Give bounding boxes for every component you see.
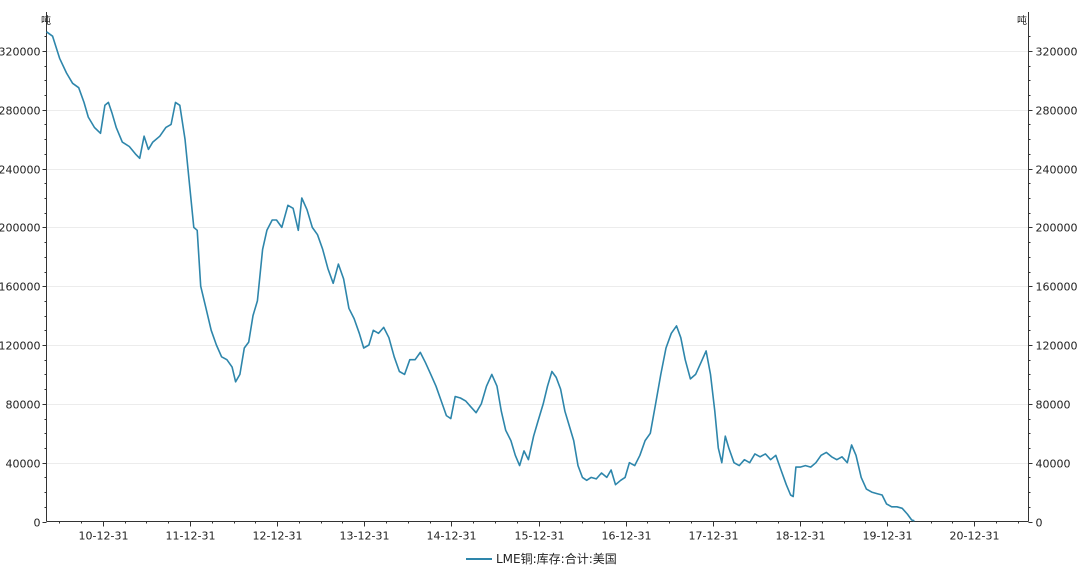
- right-y-tick-label: 80000: [1036, 399, 1071, 412]
- right-y-tick-label: 200000: [1036, 222, 1078, 235]
- x-tick-label: 20-12-31: [950, 530, 1000, 543]
- x-tick-label: 15-12-31: [515, 530, 565, 543]
- right-y-tick-label: 120000: [1036, 340, 1078, 353]
- left-y-ticks: 0 40000 80000 120000 160000 200000 240000 28000…: [0, 36, 47, 530]
- x-tick-label: 16-12-31: [602, 530, 652, 543]
- right-y-unit-label: 吨: [1017, 14, 1027, 27]
- left-y-tick-label: 80000: [6, 399, 41, 412]
- right-y-tick-label: 320000: [1036, 46, 1078, 59]
- series-line: [46, 31, 915, 522]
- legend-label: LME铜:库存:合计:美国: [496, 551, 617, 566]
- x-tick-label: 19-12-31: [863, 530, 913, 543]
- series-layer: [46, 31, 915, 522]
- left-y-tick-label: 160000: [0, 281, 41, 294]
- left-y-tick-label: 280000: [0, 105, 41, 118]
- right-y-tick-label: 40000: [1036, 458, 1071, 471]
- x-tick-label: 17-12-31: [689, 530, 739, 543]
- left-y-unit-label: 吨: [41, 14, 51, 27]
- x-tick-label: 13-12-31: [340, 530, 390, 543]
- left-y-tick-label: 120000: [0, 340, 41, 353]
- x-tick-label: 12-12-31: [253, 530, 303, 543]
- left-y-tick-label: 320000: [0, 46, 41, 59]
- left-y-tick-label: 0: [34, 517, 41, 530]
- right-y-tick-label: 240000: [1036, 164, 1078, 177]
- x-axis-ticks: 10-12-31 11-12-31 12-12-31 13-12-31 14-12-31…: [59, 521, 1019, 543]
- right-y-tick-label: 0: [1036, 517, 1043, 530]
- x-tick-label: 10-12-31: [79, 530, 129, 543]
- left-y-tick-label: 40000: [6, 458, 41, 471]
- x-tick-label: 18-12-31: [776, 530, 826, 543]
- x-tick-label: 14-12-31: [427, 530, 477, 543]
- right-y-tick-label: 280000: [1036, 105, 1078, 118]
- right-y-ticks: 0 40000 80000 120000 160000 200000 240000 28000…: [1028, 36, 1078, 530]
- grid-lines: [46, 51, 1029, 464]
- chart-axes: [46, 12, 1029, 522]
- left-y-tick-label: 240000: [0, 164, 41, 177]
- left-y-tick-label: 200000: [0, 222, 41, 235]
- x-tick-label: 11-12-31: [166, 530, 216, 543]
- right-y-tick-label: 160000: [1036, 281, 1078, 294]
- legend: LME铜:库存:合计:美国: [466, 551, 617, 566]
